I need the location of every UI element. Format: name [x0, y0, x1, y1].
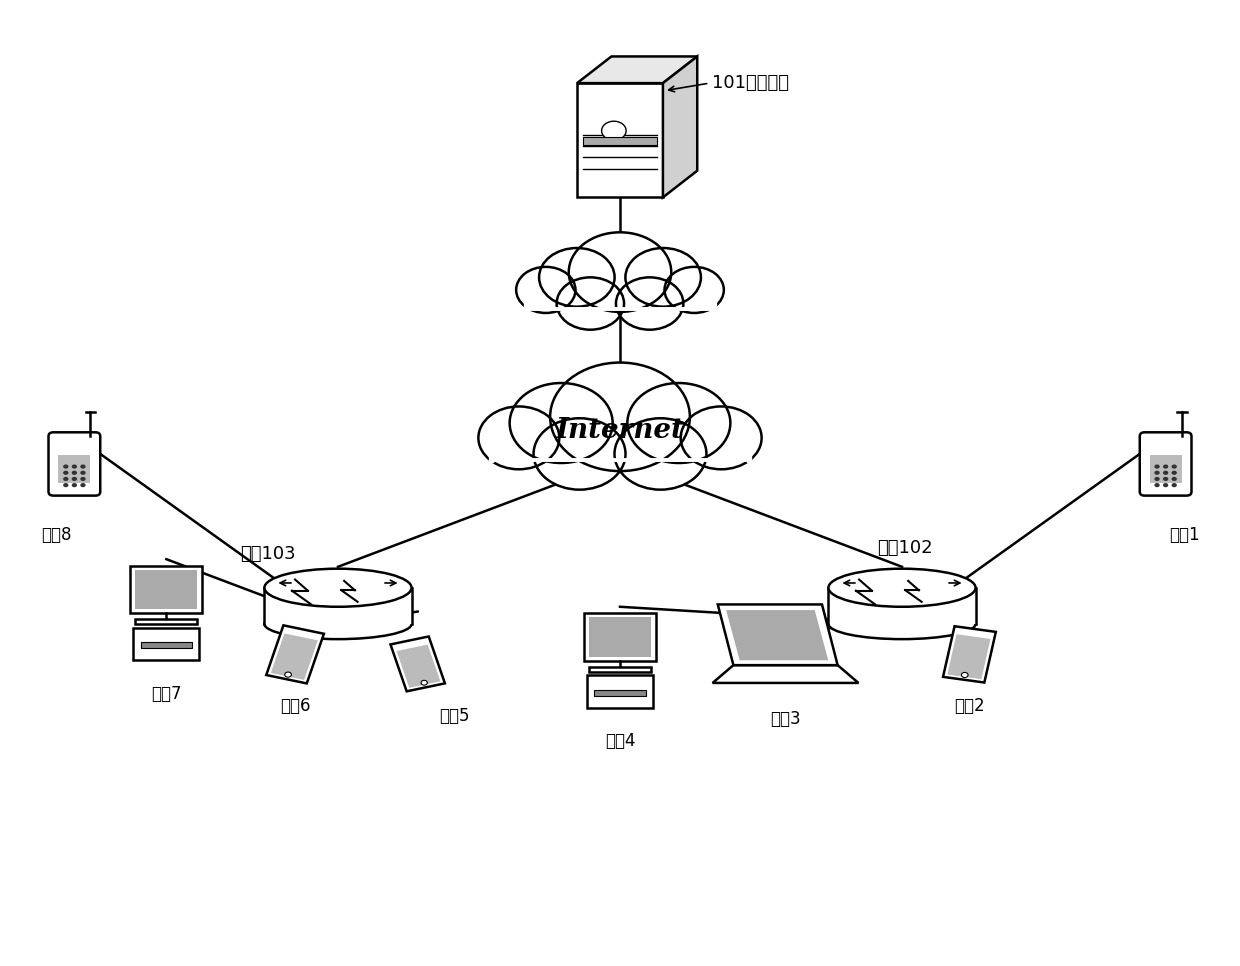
Bar	[587, 675, 653, 708]
Circle shape	[422, 680, 428, 685]
Bar	[583, 137, 657, 145]
Polygon shape	[267, 625, 324, 683]
Circle shape	[539, 248, 615, 306]
Text: 终端6: 终端6	[280, 697, 310, 715]
Circle shape	[72, 483, 77, 487]
Bar	[577, 83, 663, 197]
Text: 终端5: 终端5	[439, 707, 470, 724]
Circle shape	[81, 483, 86, 487]
Circle shape	[1172, 483, 1177, 487]
Circle shape	[569, 232, 671, 312]
Polygon shape	[713, 666, 858, 683]
Text: 网关102: 网关102	[878, 539, 934, 556]
Text: 网关103: 网关103	[239, 546, 295, 563]
Bar	[589, 667, 651, 671]
Circle shape	[1163, 483, 1168, 487]
Ellipse shape	[828, 569, 976, 607]
Circle shape	[81, 477, 86, 481]
Circle shape	[1154, 483, 1159, 487]
Circle shape	[625, 248, 701, 306]
Bar	[828, 587, 976, 624]
Circle shape	[72, 465, 77, 469]
Bar	[491, 429, 749, 460]
Circle shape	[72, 477, 77, 481]
Circle shape	[516, 267, 575, 313]
Polygon shape	[947, 635, 991, 679]
Polygon shape	[270, 634, 317, 680]
Circle shape	[72, 470, 77, 475]
Circle shape	[557, 277, 624, 329]
Polygon shape	[727, 611, 828, 661]
Circle shape	[616, 277, 683, 329]
Circle shape	[533, 418, 625, 490]
Circle shape	[681, 407, 761, 469]
Bar	[130, 566, 202, 613]
Bar	[589, 617, 651, 657]
Circle shape	[479, 407, 559, 469]
Circle shape	[1163, 465, 1168, 469]
Circle shape	[627, 384, 730, 463]
Circle shape	[961, 672, 968, 677]
Circle shape	[1163, 477, 1168, 481]
Circle shape	[63, 465, 68, 469]
Bar	[594, 690, 646, 696]
FancyBboxPatch shape	[1140, 433, 1192, 496]
Circle shape	[510, 384, 613, 463]
Circle shape	[1172, 477, 1177, 481]
Ellipse shape	[828, 609, 976, 639]
Circle shape	[63, 477, 68, 481]
Circle shape	[1163, 470, 1168, 475]
Text: Internet: Internet	[556, 417, 684, 444]
Text: 101控制设备: 101控制设备	[712, 74, 789, 92]
Bar	[135, 619, 197, 624]
Circle shape	[285, 672, 291, 677]
Bar	[1149, 455, 1182, 483]
Circle shape	[665, 267, 724, 313]
Bar	[264, 587, 412, 624]
Bar	[58, 455, 91, 483]
Bar	[133, 628, 200, 660]
Text: 终端7: 终端7	[151, 685, 181, 703]
Text: 终端8: 终端8	[41, 526, 71, 544]
Text: 终端2: 终端2	[954, 697, 985, 715]
Polygon shape	[663, 56, 697, 197]
Polygon shape	[577, 56, 697, 83]
Circle shape	[1154, 470, 1159, 475]
Polygon shape	[944, 626, 996, 683]
FancyBboxPatch shape	[48, 433, 100, 496]
Text: 终端4: 终端4	[605, 732, 635, 751]
Circle shape	[81, 470, 86, 475]
Text: 终端3: 终端3	[770, 710, 801, 727]
Circle shape	[81, 465, 86, 469]
Circle shape	[1172, 470, 1177, 475]
Circle shape	[63, 483, 68, 487]
Polygon shape	[718, 605, 838, 666]
Circle shape	[1154, 465, 1159, 469]
Text: 终端1: 终端1	[1168, 526, 1199, 544]
Circle shape	[551, 362, 689, 471]
Circle shape	[1172, 465, 1177, 469]
Circle shape	[615, 418, 707, 490]
Polygon shape	[391, 637, 445, 692]
Bar	[526, 283, 714, 309]
Ellipse shape	[264, 609, 412, 639]
Bar	[140, 642, 192, 648]
Bar	[584, 613, 656, 661]
Ellipse shape	[264, 569, 412, 607]
Circle shape	[1154, 477, 1159, 481]
Polygon shape	[397, 644, 440, 688]
Bar	[135, 570, 197, 610]
Circle shape	[63, 470, 68, 475]
Circle shape	[601, 121, 626, 140]
